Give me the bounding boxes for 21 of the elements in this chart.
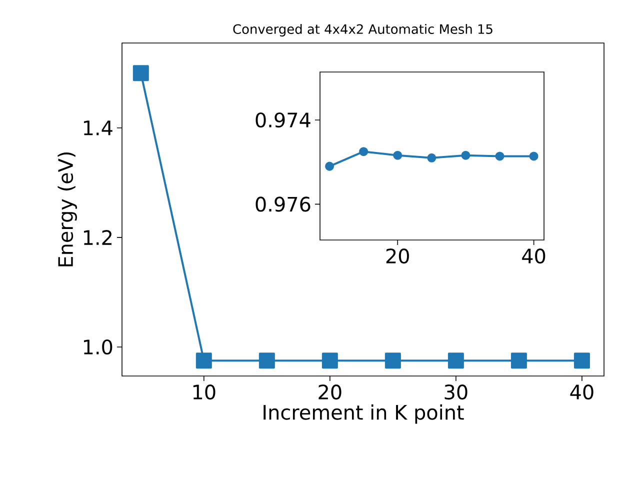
- y-tick-label: 1.0: [84, 339, 112, 355]
- x-tick-label: 20: [318, 384, 342, 400]
- x-tick-label: 40: [522, 248, 546, 264]
- x-tick-label: 30: [444, 384, 468, 400]
- y-axis-title: Energy (eV): [58, 152, 77, 266]
- y-tick-label: 1.2: [84, 230, 112, 245]
- chart-title: Converged at 4x4x2 Automatic Mesh 15: [233, 24, 492, 36]
- y-tick-label: 1.4: [84, 120, 112, 136]
- x-axis-title: Increment in K point: [264, 404, 464, 424]
- point: [529, 152, 538, 161]
- point: [461, 150, 470, 160]
- point: [495, 152, 504, 161]
- point: [393, 150, 402, 160]
- point: [325, 162, 334, 171]
- point: [427, 153, 436, 162]
- x-tick-label: 40: [570, 384, 594, 400]
- y-tick-label: 0.976: [256, 196, 310, 212]
- y-tick-label: 0.974: [256, 112, 310, 128]
- x-tick-label: 20: [386, 248, 409, 264]
- x-tick-label: 10: [193, 384, 216, 400]
- point: [359, 147, 368, 156]
